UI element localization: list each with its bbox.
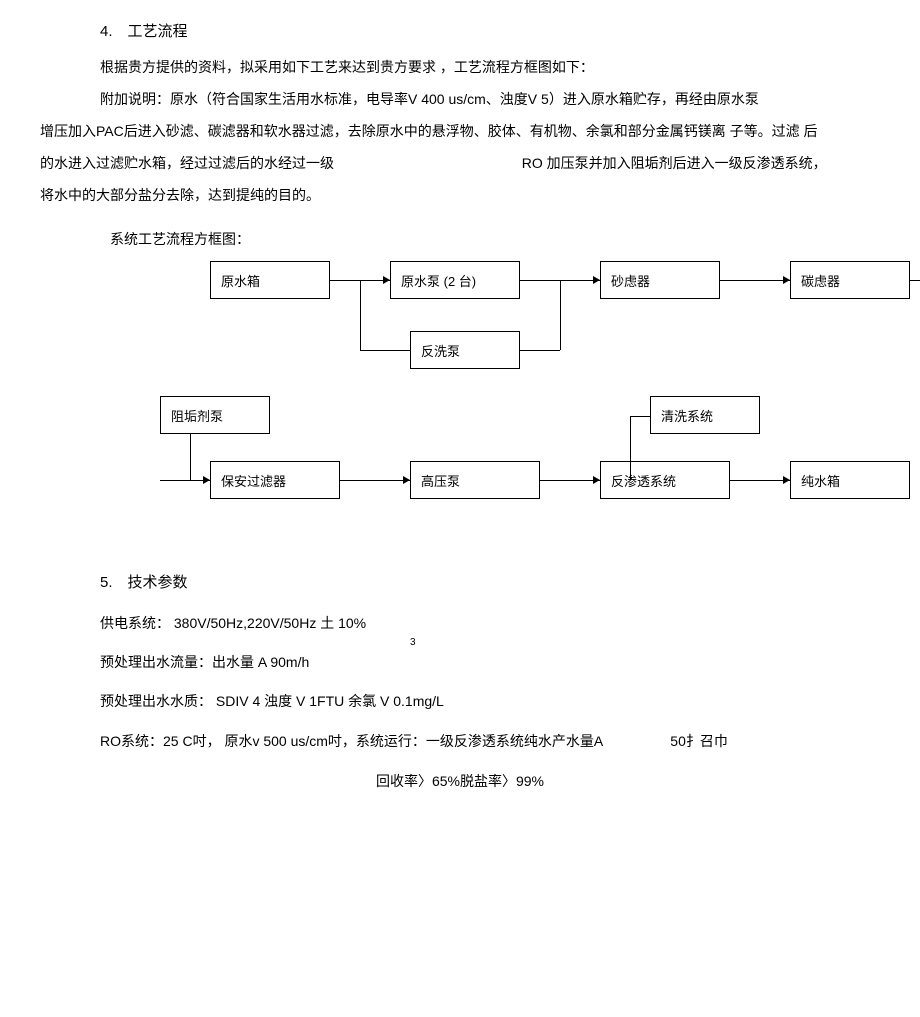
- flowchart-title: 系统工艺流程方框图：: [110, 229, 880, 249]
- node-sand-filter: 砂虑器: [600, 261, 720, 299]
- section4-p2: 附加说明：原水（符合国家生活用水标准，电导率V 400 us/cm、浊度V 5）…: [100, 85, 880, 113]
- section4-p4a: 的水进入过滤贮水箱，经过过滤后的水经过一级: [40, 155, 334, 171]
- node-backwash-pump: 反洗泵: [410, 331, 520, 369]
- node-cleaning-system: 清洗系统: [650, 396, 760, 434]
- node-raw-pump: 原水泵 (2 台): [390, 261, 520, 299]
- flow-text: 预处理出水流量：出水量 A 90m/h: [100, 654, 309, 670]
- node-hp-pump: 高压泵: [410, 461, 540, 499]
- node-carbon-filter: 碳虑器: [790, 261, 910, 299]
- flow-sup: 3: [410, 629, 416, 657]
- edge: [520, 350, 560, 351]
- edge: [190, 434, 191, 480]
- edge: [910, 280, 920, 281]
- section4-p4b: RO 加压泵并加入阻垢剂后进入一级反渗透系统，: [522, 155, 827, 171]
- node-ro-system: 反渗透系统: [600, 461, 730, 499]
- section4-p3: 增压加入PAC后进入砂滤、碳滤器和软水器过滤，去除原水中的悬浮物、胶体、有机物、…: [40, 117, 880, 145]
- section4-p1: 根据贵方提供的资料，拟采用如下工艺来达到贵方要求 ，工艺流程方框图如下：: [100, 53, 880, 81]
- edge: [630, 416, 631, 480]
- section4-p5: 将水中的大部分盐分去除，达到提纯的目的。: [40, 181, 880, 209]
- node-raw-tank: 原水箱: [210, 261, 330, 299]
- edge: [540, 480, 600, 481]
- edge: [360, 280, 361, 350]
- power-line: 供电系统： 380V/50Hz,220V/50Hz 土 10%: [100, 604, 880, 643]
- edge: [360, 350, 410, 351]
- edge: [730, 480, 790, 481]
- arrow-head: [383, 276, 390, 284]
- arrow-head: [783, 476, 790, 484]
- node-antiscalant-pump: 阻垢剂泵: [160, 396, 270, 434]
- edge: [630, 416, 650, 417]
- recovery-line: 回收率〉65%脱盐率〉99%: [40, 771, 880, 791]
- arrow-head: [593, 276, 600, 284]
- node-pure-tank: 纯水箱: [790, 461, 910, 499]
- flow-line: 预处理出水流量：出水量 A 90m/h 3: [100, 643, 880, 682]
- arrow-head: [403, 476, 410, 484]
- edge: [560, 280, 561, 350]
- arrow-head: [783, 276, 790, 284]
- ro-b: 50扌召巾: [670, 733, 728, 749]
- section5-title: 5. 技术参数: [100, 571, 880, 592]
- section4-p4: 的水进入过滤贮水箱，经过过滤后的水经过一级 RO 加压泵并加入阻垢剂后进入一级反…: [40, 149, 880, 177]
- section4-title: 4. 工艺流程: [100, 20, 880, 41]
- edge: [340, 480, 410, 481]
- ro-line: RO系统：25 C吋， 原水v 500 us/cm吋，系统运行：一级反渗透系统纯…: [100, 722, 880, 761]
- edge: [720, 280, 790, 281]
- ro-a: RO系统：25 C吋， 原水v 500 us/cm吋，系统运行：一级反渗透系统纯…: [100, 733, 603, 749]
- quality-line: 预处理出水水质： SDIV 4 浊度 V 1FTU 余氯 V 0.1mg/L: [100, 682, 880, 721]
- node-security-filter: 保安过滤器: [210, 461, 340, 499]
- process-flowchart: 原水箱 原水泵 (2 台) 砂虑器 碳虑器 反洗泵 阻垢剂泵 保安过滤器 高压泵…: [40, 261, 920, 511]
- arrow-head: [593, 476, 600, 484]
- arrow-head: [203, 476, 210, 484]
